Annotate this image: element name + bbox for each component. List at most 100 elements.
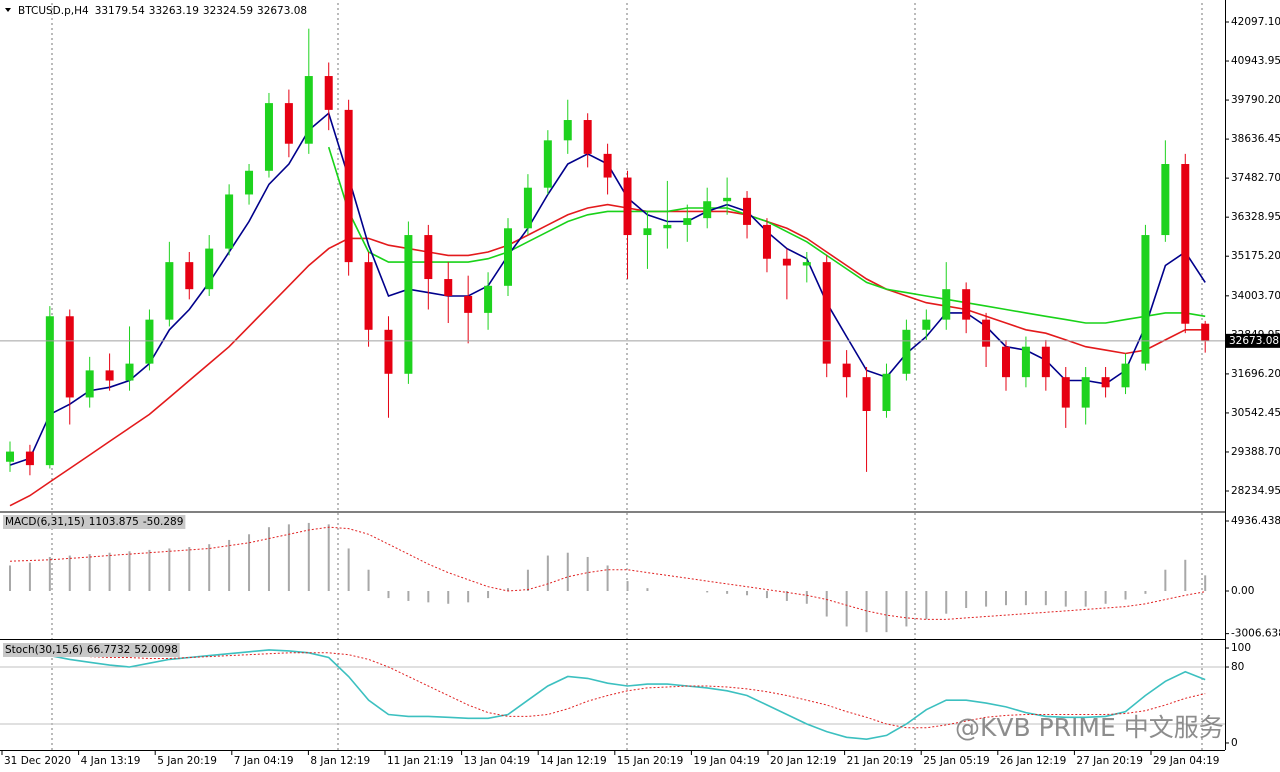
y-tick-label: 37482.70 <box>1231 172 1280 184</box>
y-tick-label: 38636.45 <box>1231 133 1280 145</box>
macd-bar <box>287 524 290 592</box>
macd-bar <box>347 548 350 592</box>
candle-body <box>85 370 94 398</box>
candle-body <box>862 377 871 411</box>
macd-bar <box>1024 591 1027 606</box>
candle-body <box>6 451 14 462</box>
macd-bar <box>507 588 509 592</box>
candle-body <box>1081 377 1090 408</box>
y-tick-label: -3006.638 <box>1231 628 1280 640</box>
y-tick-label: 36328.95 <box>1231 211 1280 223</box>
macd-bar <box>805 591 808 604</box>
symbol: BTCUSD.p,H4 <box>18 5 89 17</box>
x-tick-label: 7 Jan 04:19 <box>234 755 294 767</box>
macd-bar <box>168 548 171 592</box>
x-tick-label: 19 Jan 04:19 <box>693 755 759 767</box>
macd-pane <box>9 522 1207 633</box>
candle-body <box>623 177 632 236</box>
candle-body <box>882 373 891 411</box>
x-tick-label: 5 Jan 20:19 <box>157 755 217 767</box>
candle-body <box>1061 377 1070 408</box>
candle-body <box>643 228 652 236</box>
macd-bar <box>1005 591 1007 606</box>
candle-body <box>444 279 453 296</box>
macd-bar <box>447 591 450 604</box>
candle-body <box>424 235 433 280</box>
macd-bar <box>965 591 968 609</box>
y-tick-label: 40943.95 <box>1231 55 1280 67</box>
macd-bar <box>128 551 131 592</box>
candle-body <box>484 285 493 313</box>
menu-triangle[interactable] <box>5 8 11 12</box>
candle-body <box>1101 377 1110 388</box>
candle-body <box>902 329 911 374</box>
macd-bar <box>208 544 211 592</box>
candle-body <box>523 187 532 229</box>
macd-bar <box>925 591 928 620</box>
stoch-label: Stoch(30,15,6) 66.7732 52.0098 <box>5 644 178 656</box>
macd-bar <box>646 588 649 592</box>
candle-body <box>1041 346 1050 378</box>
candle-body <box>703 201 712 219</box>
x-tick-label: 4 Jan 13:19 <box>81 755 141 767</box>
x-tick-label: 31 Dec 2020 <box>4 755 71 767</box>
x-tick-label: 25 Jan 05:19 <box>923 755 989 767</box>
macd-bar <box>267 527 270 592</box>
y-tick-label: 0.00 <box>1231 585 1254 597</box>
indicator-line <box>9 652 1206 729</box>
indicator-label-box <box>3 643 180 657</box>
candle-body <box>922 319 931 330</box>
last-low: 32324.59 <box>203 5 253 17</box>
candle-body <box>504 228 512 286</box>
watermark: @KVB PRIME 中文服务 <box>955 713 1224 742</box>
candle-body <box>185 262 194 290</box>
stoch-pane <box>0 649 1225 741</box>
macd-bar <box>48 556 51 592</box>
candle-body <box>324 76 333 110</box>
y-tick-label: 34003.70 <box>1231 290 1280 302</box>
symbol-header: BTCUSD.p,H4 33179.54 33263.19 32324.59 32673… <box>18 5 307 17</box>
candle-body <box>65 316 74 398</box>
candle-body <box>404 235 413 374</box>
candle-body <box>782 258 791 266</box>
x-tick-label: 26 Jan 12:19 <box>1000 755 1066 767</box>
macd-bar <box>1184 559 1187 592</box>
macd-bar <box>726 591 729 594</box>
y-tick-label: 35175.20 <box>1231 250 1280 262</box>
y-tick-label: 31696.20 <box>1231 368 1280 380</box>
candle-body <box>105 370 114 381</box>
last-price-label: 32673.08 <box>1229 335 1279 347</box>
macd-bar <box>905 591 908 627</box>
candle-body <box>543 140 552 188</box>
candle-body <box>205 248 214 290</box>
macd-bar <box>945 591 948 614</box>
macd-bar <box>706 591 709 593</box>
macd-bar <box>188 547 191 592</box>
x-tick-label: 20 Jan 12:19 <box>770 755 836 767</box>
x-tick-label: 27 Jan 20:19 <box>1076 755 1142 767</box>
macd-bar <box>606 565 609 592</box>
candle-body <box>25 451 34 466</box>
macd-bar <box>427 591 430 603</box>
candle-body <box>982 319 991 347</box>
last-close: 32673.08 <box>257 5 307 17</box>
stoch-signal-value: 52.0098 <box>134 644 177 656</box>
macd-bar <box>148 549 151 592</box>
candle-body <box>464 295 473 313</box>
macd-bar <box>487 591 490 599</box>
macd-bar <box>228 539 231 592</box>
macd-bar <box>68 555 71 592</box>
macd-bar <box>327 524 330 592</box>
candle-body <box>344 109 353 263</box>
macd-bar <box>825 591 828 617</box>
candle-body <box>563 120 572 141</box>
x-tick-label: 13 Jan 04:19 <box>464 755 530 767</box>
macd-bar <box>1164 569 1167 592</box>
macd-label: MACD(6,31,15) 1103.875 -50.289 <box>5 516 183 528</box>
y-tick-label: 39790.20 <box>1231 94 1280 106</box>
candle-body <box>245 170 254 195</box>
macd-bar <box>566 552 569 592</box>
macd-bar <box>785 591 788 601</box>
candle-body <box>264 103 273 171</box>
